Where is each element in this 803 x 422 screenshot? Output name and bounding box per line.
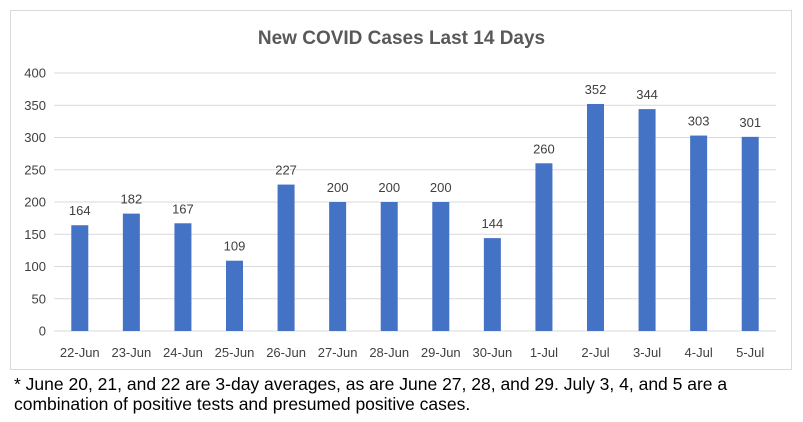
y-tick-label: 400 [24, 66, 46, 81]
y-tick-label: 350 [24, 98, 46, 113]
y-tick-label: 300 [24, 130, 46, 145]
data-label: 200 [378, 180, 400, 195]
y-tick-label: 50 [32, 291, 46, 306]
data-label: 260 [533, 141, 555, 156]
y-axis-ticks: 0 50 100 150 200 250 300 350 400 [24, 66, 46, 339]
bar-30-Jun [483, 238, 501, 331]
x-tick-label: 5-Jul [736, 345, 764, 360]
bar-2-Jul [587, 103, 604, 332]
x-tick-label: 27-Jun [318, 345, 358, 360]
bar-1-Jul [535, 163, 553, 331]
x-tick-label: 22-Jun [60, 345, 100, 360]
data-label: 227 [275, 163, 297, 178]
chart-frame [10, 10, 792, 370]
data-labels: 164 182 167 109 227 200 200 200 144 260 352 344 303 3… [69, 82, 761, 254]
data-label: 109 [224, 239, 246, 254]
data-label: 200 [327, 180, 349, 195]
x-tick-label: 4-Jul [685, 345, 713, 360]
data-label: 301 [739, 115, 761, 130]
y-tick-label: 200 [24, 195, 46, 210]
x-tick-label: 2-Jul [581, 345, 609, 360]
x-axis-ticks: 22-Jun 23-Jun 24-Jun 25-Jun 26-Jun 27-Jun 28-J… [60, 345, 764, 360]
data-label: 344 [636, 87, 658, 102]
data-label: 200 [430, 180, 452, 195]
y-tick-label: 0 [39, 324, 46, 339]
x-tick-label: 24-Jun [163, 345, 203, 360]
bar-24-Jun [174, 223, 192, 331]
bar-29-Jun [432, 202, 450, 331]
y-tick-label: 100 [24, 259, 46, 274]
bar-4-Jul [690, 135, 708, 331]
bars [71, 103, 759, 332]
x-tick-label: 30-Jun [472, 345, 512, 360]
x-tick-label: 25-Jun [215, 345, 255, 360]
x-tick-label: 28-Jun [369, 345, 409, 360]
data-label: 303 [688, 114, 710, 129]
bar-3-Jul [638, 109, 656, 332]
grid-layer [54, 72, 776, 332]
data-label: 167 [172, 201, 194, 216]
footnote: * June 20, 21, and 22 are 3-day averages… [14, 374, 728, 414]
x-tick-label: 3-Jul [633, 345, 661, 360]
x-tick-label: 23-Jun [111, 345, 151, 360]
y-tick-label: 250 [24, 162, 46, 177]
data-label: 182 [121, 192, 143, 207]
data-label: 352 [585, 82, 607, 97]
bar-26-Jun [277, 184, 295, 331]
bar-27-Jun [329, 202, 347, 331]
bar-23-Jun [122, 213, 140, 331]
chart-title: New COVID Cases Last 14 Days [257, 28, 546, 49]
x-tick-label: 26-Jun [266, 345, 306, 360]
bar-chart: 0 50 100 150 200 250 300 350 400 164 182 167 109 227… [24, 66, 776, 360]
bar-5-Jul [741, 136, 759, 331]
x-tick-label: 1-Jul [530, 345, 558, 360]
data-label: 164 [69, 203, 91, 218]
bar-25-Jun [226, 260, 243, 331]
bar-22-Jun [71, 225, 89, 331]
bar-28-Jun [380, 202, 398, 331]
y-tick-label: 150 [24, 227, 46, 242]
data-label: 144 [482, 216, 504, 231]
x-tick-label: 29-Jun [421, 345, 461, 360]
